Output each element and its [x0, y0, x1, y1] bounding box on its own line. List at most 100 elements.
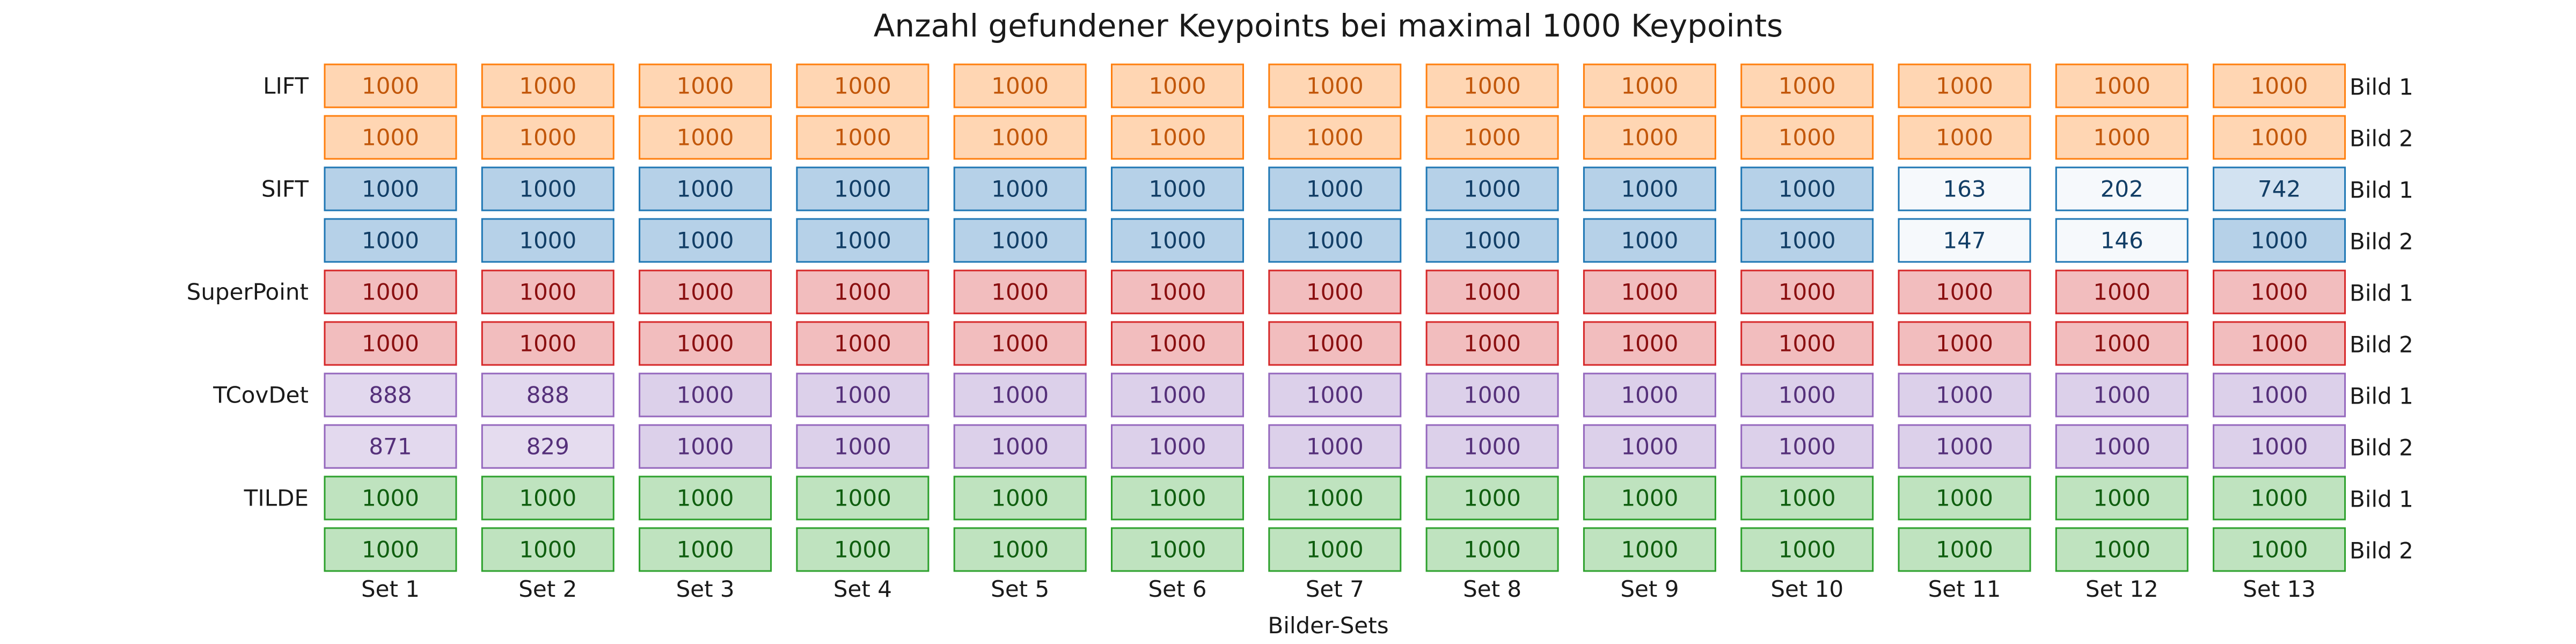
- cell-value: 1000: [2251, 125, 2308, 151]
- cell: [1583, 321, 1716, 366]
- cell: [2213, 424, 2346, 469]
- cell: [481, 115, 614, 160]
- cell: [1740, 424, 1874, 469]
- cell: [953, 63, 1087, 108]
- cell: [1111, 527, 1244, 572]
- cell-value: 1000: [834, 125, 891, 151]
- cell-value: 1000: [1936, 485, 1993, 511]
- cell: [1898, 527, 2031, 572]
- cell: [1268, 424, 1402, 469]
- cell-grid: 1000 1000 1000 1000 1000 1000 1000 1000 1000 1000…: [324, 63, 2346, 572]
- cell-value: 163: [1943, 176, 1986, 202]
- cell: [1425, 372, 1559, 418]
- group-label-tilde: TILDE: [244, 485, 309, 511]
- cell: [1425, 269, 1559, 314]
- group-label-superpoint: SuperPoint: [187, 279, 309, 305]
- cell-value: 1000: [834, 176, 891, 202]
- cell-value: 1000: [1779, 434, 1836, 460]
- cell-value: 1000: [2251, 382, 2308, 408]
- cell: [2213, 321, 2346, 366]
- cell: [1898, 372, 2031, 418]
- set-label: Set 10: [1770, 576, 1843, 602]
- cell: [324, 166, 457, 211]
- cell: [1425, 321, 1559, 366]
- set-label: Set 3: [676, 576, 735, 602]
- cell-value: 1000: [2093, 125, 2150, 151]
- cell: [2213, 527, 2346, 572]
- cell-value: 1000: [362, 73, 419, 99]
- cell: [953, 269, 1087, 314]
- cell-value: 1000: [2093, 434, 2150, 460]
- cell-value: 1000: [677, 434, 734, 460]
- cell: [481, 527, 614, 572]
- set-label: Set 2: [518, 576, 577, 602]
- cell: [796, 269, 930, 314]
- cell: [1740, 527, 1874, 572]
- cell-value: 1000: [991, 537, 1049, 563]
- cell-value: 1000: [677, 125, 734, 151]
- cell-value: 1000: [677, 382, 734, 408]
- image-label: Bild 2: [2350, 332, 2413, 358]
- cell: [2055, 424, 2189, 469]
- cell-value: 1000: [991, 331, 1049, 357]
- cell-value: 1000: [677, 73, 734, 99]
- cell: [796, 372, 930, 418]
- image-labels: Bild 1 Bild 2 Bild 1 Bild 2 Bild 1 Bild 2 Bild…: [2350, 74, 2413, 564]
- cell: [1898, 424, 2031, 469]
- cell: [1111, 166, 1244, 211]
- cell: [1740, 63, 1874, 108]
- set-label: Set 9: [1620, 576, 1679, 602]
- cell-value: 1000: [991, 382, 1049, 408]
- cell-value: 1000: [1149, 485, 1206, 511]
- group-label-lift: LIFT: [263, 73, 309, 99]
- image-label: Bild 1: [2350, 383, 2413, 409]
- cell-value: 1000: [1149, 176, 1206, 202]
- cell-value: 1000: [1779, 537, 1836, 563]
- cell-value: 1000: [1936, 331, 1993, 357]
- cell-value: 1000: [2093, 331, 2150, 357]
- cell-value: 1000: [1149, 382, 1206, 408]
- cell-value: 1000: [1149, 434, 1206, 460]
- cell-value: 1000: [1936, 537, 1993, 563]
- cell: [796, 321, 930, 366]
- cell: [2055, 218, 2189, 263]
- cell: [1898, 269, 2031, 314]
- cell: [1268, 115, 1402, 160]
- cell: [2055, 63, 2189, 108]
- cell: [1898, 63, 2031, 108]
- cell-value: 1000: [519, 485, 576, 511]
- cell: [639, 475, 772, 521]
- cell-value: 1000: [1463, 537, 1521, 563]
- cell-value: 1000: [1936, 125, 1993, 151]
- cell-value: 1000: [1306, 73, 1364, 99]
- cell-value: 1000: [1936, 382, 1993, 408]
- cell-value: 1000: [1621, 125, 1678, 151]
- cell-value: 1000: [1779, 382, 1836, 408]
- cell-value: 1000: [1936, 434, 1993, 460]
- image-label: Bild 1: [2350, 280, 2413, 306]
- cell-value: 1000: [519, 73, 576, 99]
- cell-value: 1000: [2093, 279, 2150, 305]
- cell-value: 1000: [834, 382, 891, 408]
- cell: [1740, 475, 1874, 521]
- cell-value: 1000: [1621, 331, 1678, 357]
- cell-value: 1000: [1306, 434, 1364, 460]
- cell: [2055, 166, 2189, 211]
- cell-value: 1000: [1306, 176, 1364, 202]
- cell-value: 1000: [834, 434, 891, 460]
- cell: [1898, 321, 2031, 366]
- cell: [1740, 166, 1874, 211]
- cell: [1898, 115, 2031, 160]
- cell-value: 1000: [1306, 537, 1364, 563]
- cell-value: 1000: [991, 125, 1049, 151]
- set-label: Set 11: [1928, 576, 2001, 602]
- cell: [2213, 269, 2346, 314]
- cell: [796, 63, 930, 108]
- cell-value: 1000: [1149, 73, 1206, 99]
- cell-value: 1000: [1779, 331, 1836, 357]
- cell: [1425, 218, 1559, 263]
- cell-value: 1000: [1936, 279, 1993, 305]
- cell-value: 1000: [519, 331, 576, 357]
- cell-value: 1000: [1463, 485, 1521, 511]
